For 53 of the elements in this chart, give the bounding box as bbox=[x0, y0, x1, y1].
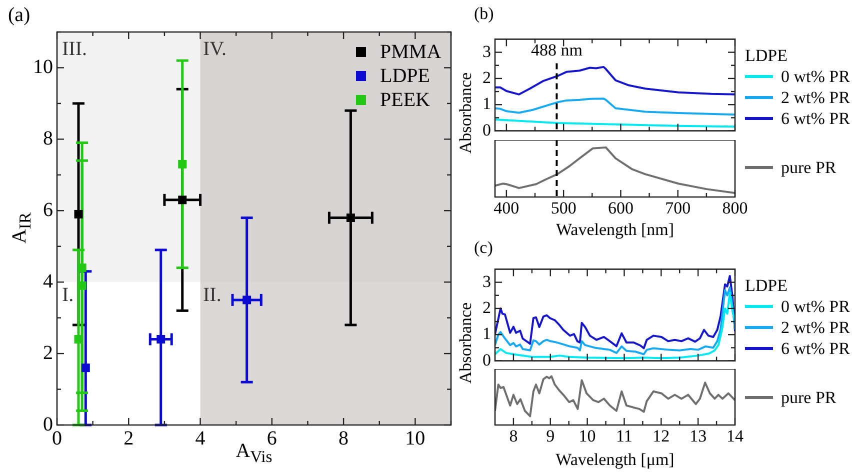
x-tick-label: 11 bbox=[616, 426, 632, 446]
x-axis-title: Wavelength [μm] bbox=[556, 450, 674, 470]
x-tick-label: 600 bbox=[608, 198, 634, 218]
y-tick-label: 4 bbox=[43, 270, 53, 292]
annotation: III. bbox=[62, 38, 87, 61]
annotation: IV. bbox=[203, 38, 227, 61]
legend-label: 0 wt% PR bbox=[781, 296, 850, 317]
x-tick-label: 800 bbox=[722, 198, 748, 218]
x-axis-title: Wavelength [nm] bbox=[556, 220, 674, 240]
y-tick-label: 0 bbox=[482, 350, 491, 370]
x-tick-label: 4 bbox=[195, 427, 206, 450]
annotation: I. bbox=[62, 284, 74, 307]
legend-label: 6 wt% PR bbox=[781, 108, 850, 129]
x-tick-label: 14 bbox=[726, 426, 744, 446]
legend-label: pure PR bbox=[781, 157, 836, 178]
y-tick-label: 10 bbox=[33, 56, 53, 78]
x-tick-label: 2 bbox=[124, 427, 134, 450]
x-tick-label: 13 bbox=[690, 426, 707, 446]
y-axis-title: Absorbance bbox=[456, 72, 476, 154]
x-tick-label: 700 bbox=[665, 198, 691, 218]
legend-label: PMMA bbox=[380, 40, 442, 64]
y-tick-label: 1 bbox=[482, 94, 491, 114]
y-tick-label: 2 bbox=[482, 298, 491, 317]
y-tick-label: 3 bbox=[482, 42, 491, 61]
legend-label: 2 wt% PR bbox=[781, 317, 850, 338]
legend-label: 6 wt% PR bbox=[781, 338, 850, 359]
annotation: II. bbox=[203, 284, 222, 307]
x-tick-label: 400 bbox=[494, 198, 520, 218]
x-tick-label: 9 bbox=[546, 426, 555, 446]
x-tick-label: 500 bbox=[550, 198, 576, 218]
y-tick-label: 2 bbox=[482, 68, 491, 87]
legend-title: LDPE bbox=[745, 275, 788, 296]
chart-title: (b) bbox=[474, 4, 494, 24]
x-tick-label: 8 bbox=[509, 426, 518, 446]
legend-label: pure PR bbox=[781, 387, 836, 408]
legend-label: PEEK bbox=[380, 88, 430, 112]
ref-line-label: 488 nm bbox=[530, 40, 582, 60]
legend-title: LDPE bbox=[745, 45, 788, 66]
legend-label: LDPE bbox=[380, 64, 430, 88]
y-tick-label: 1 bbox=[482, 324, 491, 344]
x-tick-label: 10 bbox=[578, 426, 596, 446]
y-tick-label: 2 bbox=[43, 342, 53, 364]
x-tick-label: 12 bbox=[652, 426, 670, 446]
chart-title: (a) bbox=[8, 4, 30, 27]
x-tick-label: 8 bbox=[338, 427, 349, 450]
chart-title: (c) bbox=[474, 238, 493, 258]
y-tick-label: 3 bbox=[482, 272, 491, 291]
legend-label: 2 wt% PR bbox=[781, 87, 850, 108]
y-tick-label: 0 bbox=[482, 120, 491, 140]
y-tick-label: 8 bbox=[43, 127, 53, 150]
legend-label: 0 wt% PR bbox=[781, 66, 850, 87]
y-axis-title: Absorbance bbox=[456, 302, 476, 384]
x-tick-label: 10 bbox=[405, 427, 426, 450]
